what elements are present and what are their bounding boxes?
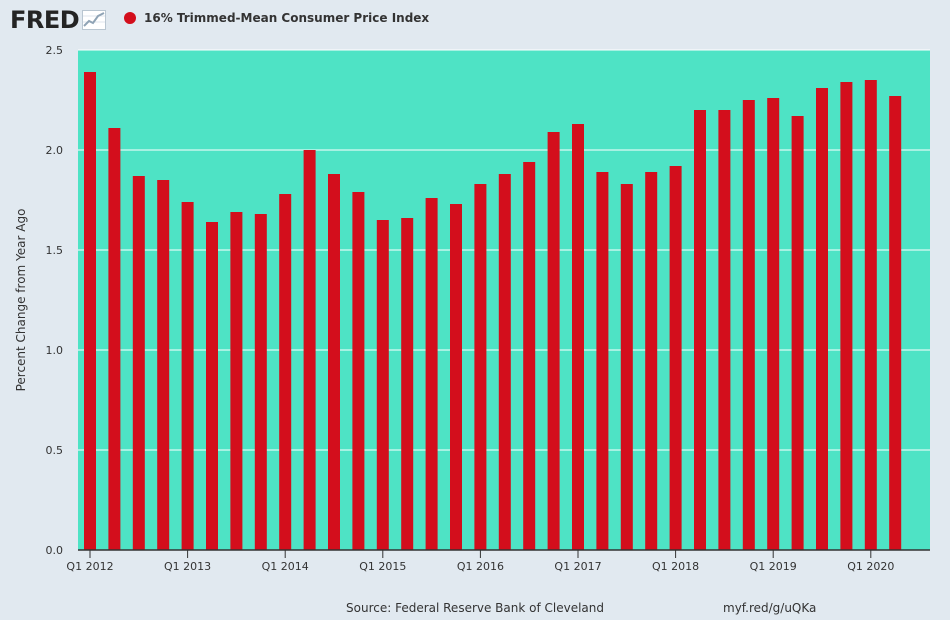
y-tick-label: 0.5 — [46, 444, 64, 457]
bar-q4-2016[interactable] — [547, 132, 560, 550]
y-tick-label: 1.5 — [46, 244, 64, 257]
x-tick-label: Q1 2020 — [847, 560, 894, 573]
bar-q3-2017[interactable] — [620, 184, 633, 550]
bar-q1-2017[interactable] — [572, 124, 584, 550]
y-tick-label: 1.0 — [46, 344, 64, 357]
bar-q4-2015[interactable] — [450, 204, 462, 550]
source-note: Source: Federal Reserve Bank of Clevelan… — [346, 601, 605, 615]
bar-q1-2015[interactable] — [376, 220, 389, 550]
bar-q2-2013[interactable] — [206, 222, 218, 550]
bar-q2-2012[interactable] — [108, 128, 121, 550]
bar-q2-2020[interactable] — [889, 96, 902, 550]
bar-q4-2018[interactable] — [742, 100, 755, 550]
bar-q2-2017[interactable] — [596, 172, 609, 550]
bar-q2-2016[interactable] — [498, 174, 511, 550]
x-tick-label: Q1 2015 — [359, 560, 406, 573]
x-tick-label: Q1 2018 — [652, 560, 699, 573]
bar-q1-2012[interactable] — [84, 72, 96, 550]
x-axis-ticks: Q1 2012 Q1 2013 Q1 2014 Q1 2015 Q1 2016 Q1 20… — [66, 550, 894, 573]
bar-q3-2013[interactable] — [230, 212, 243, 550]
x-tick-label: Q1 2017 — [554, 560, 601, 573]
bar-q1-2018[interactable] — [669, 166, 682, 550]
bar-q4-2012[interactable] — [157, 180, 170, 550]
bar-q3-2012[interactable] — [132, 176, 145, 550]
legend-marker — [124, 12, 136, 24]
legend: 16% Trimmed-Mean Consumer Price Index — [124, 11, 429, 25]
y-axis-ticks: 0.0 0.5 1.0 1.5 2.0 2.5 — [46, 44, 64, 557]
bar-q4-2014[interactable] — [352, 192, 365, 550]
y-tick-label: 0.0 — [46, 544, 64, 557]
bar-q1-2014[interactable] — [279, 194, 292, 550]
bar-q4-2019[interactable] — [840, 82, 853, 550]
bar-q2-2019[interactable] — [791, 116, 804, 550]
bar-q4-2017[interactable] — [645, 172, 658, 550]
bar-q2-2015[interactable] — [401, 218, 414, 550]
bar-q3-2015[interactable] — [425, 198, 438, 550]
bar-q4-2013[interactable] — [254, 214, 267, 550]
bar-q2-2014[interactable] — [303, 150, 316, 550]
short-url-link[interactable]: myf.red/g/uQKa — [723, 601, 817, 615]
y-tick-label: 2.5 — [46, 44, 64, 57]
bar-q3-2018[interactable] — [718, 110, 731, 550]
x-tick-label: Q1 2012 — [66, 560, 113, 573]
x-tick-label: Q1 2019 — [750, 560, 797, 573]
x-tick-label: Q1 2013 — [164, 560, 211, 573]
bar-q3-2016[interactable] — [523, 162, 536, 550]
bar-q1-2013[interactable] — [181, 202, 194, 550]
line-graph-icon — [82, 10, 107, 30]
x-tick-label: Q1 2016 — [457, 560, 504, 573]
bar-q1-2020[interactable] — [864, 80, 877, 550]
bar-q1-2016[interactable] — [474, 184, 487, 550]
fred-logo[interactable]: FRED — [10, 6, 107, 34]
y-tick-label: 2.0 — [46, 144, 64, 157]
fred-logo-text: FRED — [10, 6, 80, 34]
legend-label: 16% Trimmed-Mean Consumer Price Index — [144, 11, 430, 25]
bars — [84, 72, 902, 550]
bar-q3-2014[interactable] — [328, 174, 340, 550]
x-tick-label: Q1 2014 — [262, 560, 309, 573]
y-axis-label: Percent Change from Year Ago — [14, 209, 28, 392]
bar-q1-2019[interactable] — [767, 98, 780, 550]
bar-q2-2018[interactable] — [694, 110, 706, 550]
bar-q3-2019[interactable] — [816, 88, 828, 550]
